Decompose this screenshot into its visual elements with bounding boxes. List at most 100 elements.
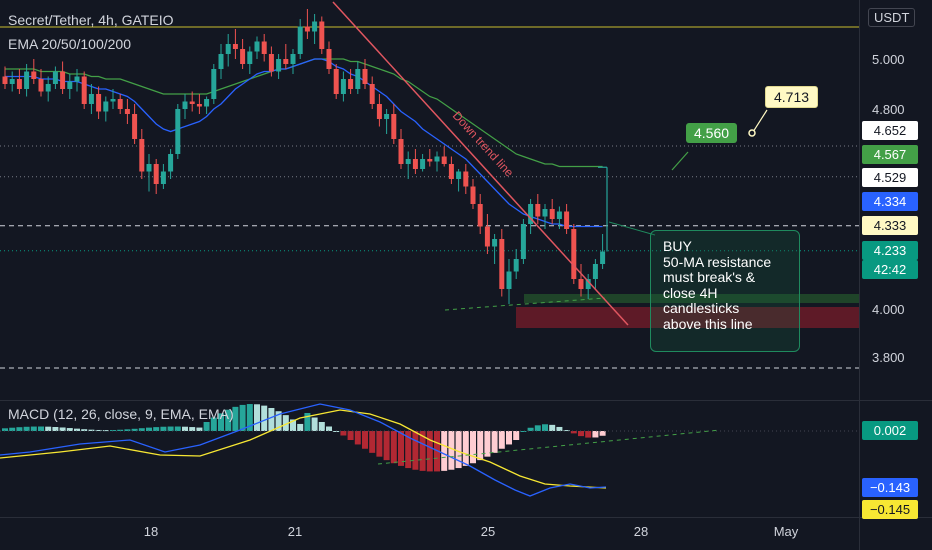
time-tick: 28: [633, 524, 649, 539]
macd-histogram-bar: [246, 404, 253, 431]
time-scale-border: [0, 517, 932, 518]
candle-down: [333, 69, 339, 94]
candle-down: [189, 101, 195, 104]
macd-histogram-bar: [484, 431, 491, 457]
candle-down: [398, 139, 404, 164]
candle-down: [60, 71, 66, 89]
macd-histogram-bar: [189, 427, 196, 431]
macd-histogram-bar: [506, 431, 512, 445]
note-line: close 4H: [663, 284, 718, 301]
candle-down: [81, 76, 87, 104]
candle-down: [499, 239, 505, 289]
macd-histogram-bar: [167, 426, 174, 431]
candle-down: [463, 171, 469, 187]
macd-histogram-bar: [448, 431, 455, 470]
candle-down: [362, 69, 368, 84]
candle-down: [117, 99, 123, 109]
candle-down: [153, 164, 159, 184]
horizontal-line-price-badge: 4.333: [862, 216, 918, 235]
ema-legend[interactable]: EMA 20/50/100/200: [8, 36, 131, 52]
candle-down: [571, 229, 577, 279]
price-tick: 4.800: [872, 102, 905, 117]
currency-button[interactable]: USDT: [868, 8, 916, 27]
macd-histogram-bar: [383, 431, 390, 461]
macd-histogram-bar: [182, 426, 188, 431]
candle-up: [297, 26, 303, 54]
macd-histogram-bar: [527, 427, 534, 431]
macd-histogram-bar: [563, 430, 570, 432]
candle-down: [564, 211, 570, 229]
target-callout-high[interactable]: 4.713: [765, 86, 819, 108]
candle-down: [348, 79, 354, 89]
macd-histogram-bar: [81, 429, 88, 431]
candle-up: [592, 264, 598, 279]
macd-histogram-bar: [556, 426, 563, 431]
macd-histogram-bar: [520, 431, 527, 432]
candle-down: [470, 186, 476, 204]
candle-up: [420, 159, 426, 169]
time-tick: 18: [143, 524, 159, 539]
macd-histogram-bar: [354, 431, 361, 445]
candle-up: [146, 164, 152, 172]
macd-histogram-bar: [88, 429, 95, 431]
candle-up: [218, 54, 224, 69]
candle-up: [585, 279, 591, 289]
candle-up: [600, 251, 606, 264]
candle-up: [103, 101, 109, 112]
pane-separator[interactable]: [0, 400, 932, 401]
macd-histogram-bar: [95, 429, 102, 431]
macd-histogram-bar: [369, 431, 376, 453]
note-line: must break's &: [663, 269, 756, 285]
macd-histogram-bar: [138, 428, 145, 431]
candle-down: [412, 159, 418, 169]
candle-down: [448, 164, 454, 179]
candle-down: [304, 26, 310, 32]
macd-histogram-bar: [117, 429, 124, 431]
macd-histogram-bar: [282, 415, 289, 431]
macd-divergence-line: [377, 429, 721, 465]
callout-pointer: [752, 109, 768, 133]
candle-up: [9, 79, 15, 84]
macd-histogram-badge: 0.002: [862, 421, 918, 440]
candle-down: [578, 279, 584, 289]
support-zone-green: [524, 294, 859, 303]
macd-histogram-bar: [491, 431, 498, 453]
macd-histogram-bar: [218, 413, 224, 431]
candle-up: [225, 44, 231, 54]
macd-histogram-bar: [102, 430, 109, 432]
candle-down: [268, 54, 274, 72]
macd-histogram-bar: [390, 431, 397, 464]
macd-histogram-bar: [419, 431, 426, 471]
candle-up: [88, 94, 94, 104]
symbol-legend[interactable]: Secret/Tether, 4h, GATEIO: [8, 12, 174, 28]
macd-histogram-bar: [412, 431, 419, 470]
macd-histogram-bar: [196, 427, 203, 431]
macd-histogram-bar: [441, 431, 448, 471]
macd-histogram-bar: [426, 431, 433, 472]
macd-histogram-bar: [254, 404, 260, 431]
trade-note[interactable]: BUY 50-MA resistance must break's & clos…: [650, 230, 800, 352]
callout-anchor: [748, 129, 756, 137]
note-line: BUY: [663, 238, 692, 254]
candle-up: [110, 99, 116, 102]
macd-histogram-bar: [2, 428, 8, 431]
ema50-price-badge: 4.567: [862, 145, 918, 164]
candle-down: [139, 139, 145, 172]
demand-zone-red: [516, 307, 859, 328]
candle-up: [542, 209, 548, 217]
macd-histogram-bar: [9, 427, 16, 431]
macd-histogram-bar: [376, 431, 383, 457]
price-tick: 4.000: [872, 302, 905, 317]
price-badge: 4.529: [862, 168, 918, 187]
candle-down: [484, 226, 490, 247]
macd-histogram-bar: [59, 427, 66, 431]
macd-histogram-bar: [542, 424, 548, 431]
macd-histogram-bar: [362, 431, 368, 449]
candle-up: [175, 109, 181, 154]
target-callout-low[interactable]: 4.560: [686, 123, 738, 143]
ema50-line: [5, 58, 603, 168]
macd-histogram-bar: [124, 429, 131, 431]
macd-legend[interactable]: MACD (12, 26, close, 9, EMA, EMA): [8, 406, 234, 422]
macd-line: [0, 403, 607, 497]
